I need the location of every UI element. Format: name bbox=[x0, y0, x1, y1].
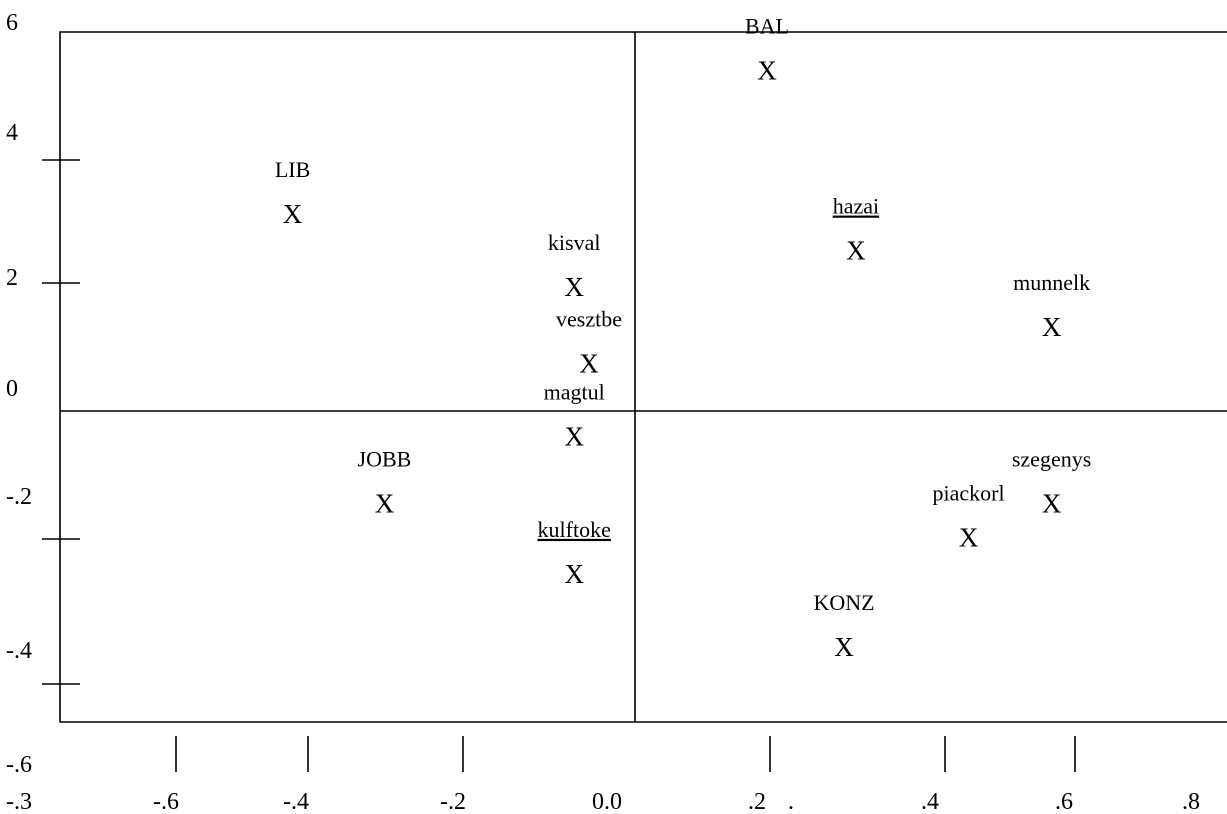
point-marker: X bbox=[959, 522, 979, 552]
x-tick-label: -.6 bbox=[153, 789, 179, 814]
x-tick-label: 0.0 bbox=[592, 789, 622, 814]
point-marker: X bbox=[564, 272, 584, 302]
point-label: vesztbe bbox=[556, 306, 622, 331]
point-label: kulftoke bbox=[538, 517, 611, 542]
point-label: szegenys bbox=[1012, 447, 1091, 472]
y-tick-label: 2 bbox=[6, 265, 18, 291]
y-tick-label: 6 bbox=[6, 10, 18, 36]
x-tick-label: .6 bbox=[1055, 789, 1073, 814]
point-marker: X bbox=[283, 199, 303, 229]
y-tick-label: -.6 bbox=[6, 752, 32, 778]
x-tick-label: . bbox=[788, 789, 794, 814]
x-tick-label: .8 bbox=[1182, 789, 1200, 814]
point-label: munnelk bbox=[1013, 270, 1090, 295]
point-marker: X bbox=[834, 632, 854, 662]
point-label: hazai bbox=[833, 194, 879, 219]
point-label: piackorl bbox=[933, 480, 1005, 505]
data-point: X KONZ bbox=[813, 590, 874, 662]
point-label: KONZ bbox=[813, 590, 874, 615]
data-point: X BAL bbox=[745, 14, 789, 86]
x-tick-label: .2 bbox=[748, 789, 766, 814]
y-tick-label: 4 bbox=[6, 120, 18, 146]
plot-border bbox=[59, 31, 1227, 723]
point-marker: X bbox=[564, 559, 584, 589]
point-label: JOBB bbox=[358, 447, 412, 472]
x-tick-label: .4 bbox=[921, 789, 939, 814]
y-axis-ticks: 6 4 2 0 -.2 -.4 -.6 bbox=[6, 10, 80, 778]
point-marker: X bbox=[579, 348, 599, 378]
data-points: XBALXLIBXhazaiXkisvalXmunnelkXvesztbeXma… bbox=[275, 14, 1091, 662]
point-marker: X bbox=[564, 422, 584, 452]
x-tick-label: -.4 bbox=[283, 789, 309, 814]
data-point: X LIB bbox=[275, 157, 310, 229]
x-axis-ticks: -.3 -.6 -.4 -.2 0.0 .2. .4 .6 .8 bbox=[6, 736, 1200, 814]
point-label: kisval bbox=[548, 230, 601, 255]
x-tick-label: -.3 bbox=[6, 789, 32, 814]
y-tick-label: -.4 bbox=[6, 638, 32, 664]
point-label: magtul bbox=[544, 380, 605, 405]
point-marker: X bbox=[1042, 312, 1062, 342]
point-marker: X bbox=[846, 236, 866, 266]
point-marker: X bbox=[1042, 489, 1062, 519]
point-label: LIB bbox=[275, 157, 310, 182]
point-marker: X bbox=[375, 489, 395, 519]
plot-frame bbox=[59, 31, 1227, 723]
data-point: X JOBB bbox=[358, 447, 412, 519]
y-tick-label: -.2 bbox=[6, 484, 32, 510]
x-tick-label: -.2 bbox=[440, 789, 466, 814]
y-tick-label: 0 bbox=[6, 376, 18, 402]
point-label: BAL bbox=[745, 14, 789, 39]
point-marker: X bbox=[757, 56, 777, 86]
